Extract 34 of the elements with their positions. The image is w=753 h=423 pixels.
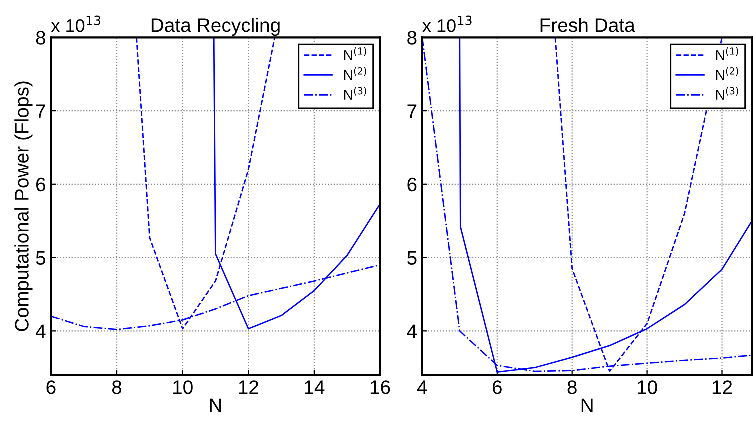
- legend-label: N$^{(3)}$: [716, 87, 738, 100]
- y-axis-title: Computational Power (Flops): [14, 82, 33, 332]
- x-tick-label: 12: [712, 380, 732, 394]
- y-tick-label: 6: [36, 178, 46, 192]
- y-tick-label: 5: [36, 251, 46, 266]
- x-tick-label: 6: [46, 380, 56, 394]
- x-axis-title: N: [582, 398, 593, 412]
- text: x 10$^{13}$: [51, 16, 101, 32]
- y-tick-label: 4: [407, 324, 418, 338]
- y-tick-label: 4: [36, 324, 46, 338]
- x-tick-label: 10: [174, 380, 193, 394]
- x-tick-label: 8: [112, 380, 122, 394]
- chart-title: Fresh Data: [540, 18, 636, 32]
- y-tick-label: 5: [408, 251, 417, 266]
- legend-label: N$^{(1)}$: [344, 47, 366, 60]
- x-tick-label: 12: [239, 380, 258, 394]
- legend-label: N$^{(2)}$: [716, 67, 738, 80]
- x-tick-label: 6: [492, 380, 502, 394]
- chart-title: Data Recycling: [152, 18, 280, 36]
- legend-label: N$^{(2)}$: [344, 67, 366, 80]
- text: x 10$^{13}$: [422, 16, 472, 32]
- y-tick-label: 7: [408, 104, 417, 118]
- y-tick-label: 7: [36, 104, 46, 118]
- legend-label: N$^{(1)}$: [716, 47, 738, 60]
- x-tick-label: 14: [305, 380, 325, 394]
- y-tick-label: 8: [36, 31, 46, 45]
- x-tick-label: 10: [638, 380, 658, 394]
- y-tick-label: 8: [408, 31, 417, 45]
- y-tick-label: 6: [408, 178, 417, 192]
- x-tick-label: 16: [370, 380, 390, 394]
- x-axis-title: N: [210, 398, 222, 412]
- x-tick-label: 4: [417, 380, 428, 394]
- legend-label: N$^{(3)}$: [344, 87, 366, 100]
- x-tick-label: 8: [568, 380, 577, 394]
